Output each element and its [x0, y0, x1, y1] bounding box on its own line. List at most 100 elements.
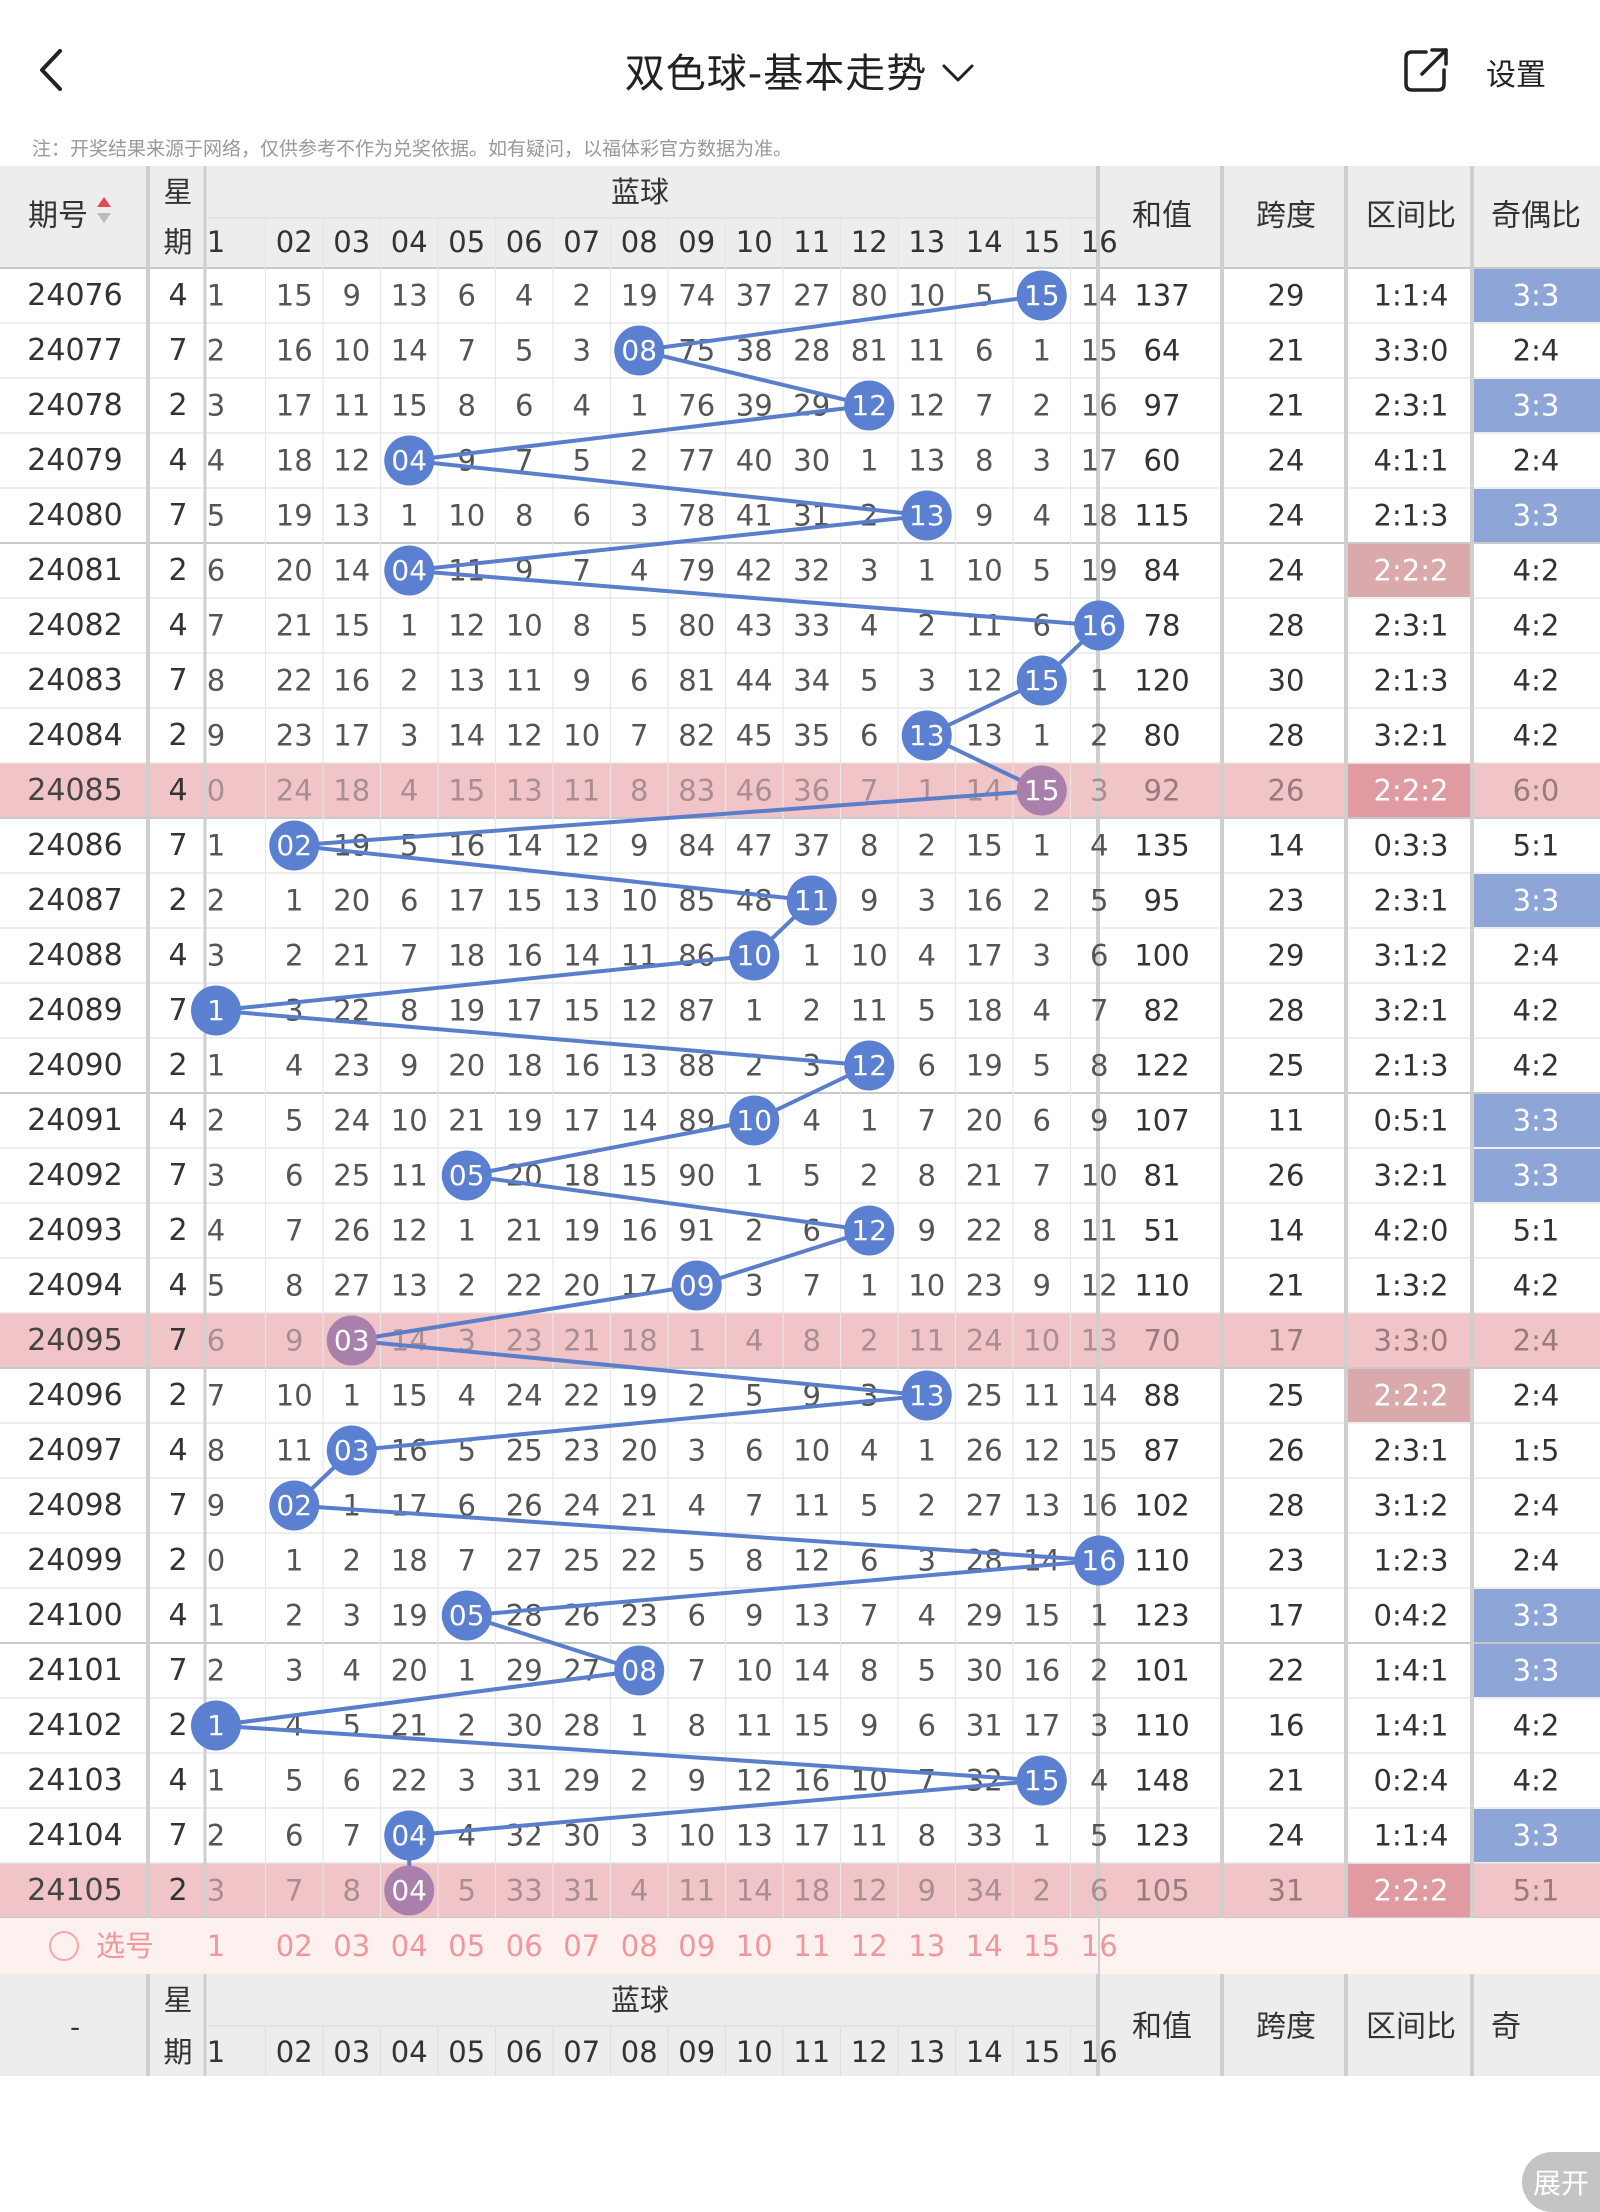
span-value: 11 [1268, 1104, 1305, 1138]
pick-ball-option[interactable]: 04 [391, 1929, 428, 1963]
zone-ratio-value: 2:1:3 [1374, 499, 1449, 533]
omission-cell: 17 [333, 719, 370, 753]
blue-ball-marker [269, 820, 320, 871]
omission-cell: 15 [1023, 1599, 1060, 1633]
zone-ratio-value: 2:3:1 [1374, 389, 1449, 423]
omission-cell: 10 [908, 279, 945, 313]
sum-value: 100 [1134, 939, 1189, 973]
omission-cell: 9 [860, 884, 878, 918]
omission-cell: 2 [1090, 1654, 1108, 1688]
sum-value: 84 [1144, 554, 1181, 588]
omission-cell: 40 [736, 444, 773, 478]
omission-cell: 5 [458, 1874, 476, 1908]
pick-ball-option[interactable]: 12 [851, 1929, 888, 1963]
omission-cell: 2 [285, 1599, 303, 1633]
omission-cell: 76 [678, 389, 715, 423]
issue-number: 24085 [27, 773, 122, 808]
zone-ratio-value: 2:1:3 [1374, 1049, 1449, 1083]
omission-cell: 2 [630, 444, 648, 478]
omission-cell: 0 [207, 774, 225, 808]
share-button[interactable] [1400, 46, 1450, 96]
omission-cell: 30 [563, 1819, 600, 1853]
sum-value: 110 [1134, 1709, 1189, 1743]
sort-asc-icon[interactable] [97, 197, 111, 207]
omission-cell: 34 [793, 664, 830, 698]
parity-ratio-value: 3:3 [1513, 1599, 1560, 1633]
settings-link[interactable]: 设置 [1486, 58, 1546, 93]
pick-ball-option[interactable]: 02 [276, 1929, 313, 1963]
omission-cell: 4 [918, 1599, 936, 1633]
sum-value: 123 [1134, 1819, 1189, 1853]
pick-ball-option[interactable]: 09 [678, 1929, 715, 1963]
highlight-row-bg [0, 1313, 1600, 1368]
span-value: 28 [1268, 609, 1305, 643]
blue-ball-number: 10 [736, 1104, 772, 1137]
omission-cell: 20 [448, 1049, 485, 1083]
omission-cell: 7 [515, 444, 533, 478]
omission-cell: 13 [793, 1599, 830, 1633]
omission-cell: 18 [506, 1049, 543, 1083]
pick-ball-option[interactable]: 1 [207, 1929, 225, 1963]
pick-radio-icon[interactable] [49, 1931, 79, 1961]
blue-ball-number: 04 [391, 1874, 427, 1907]
omission-cell: 24 [333, 1104, 370, 1138]
omission-cell: 84 [678, 829, 715, 863]
pick-ball-option[interactable]: 07 [563, 1929, 600, 1963]
pick-ball-option[interactable]: 16 [1081, 1929, 1118, 1963]
omission-cell: 8 [688, 1709, 706, 1743]
issue-number: 24102 [27, 1708, 122, 1743]
pick-ball-option[interactable]: 14 [966, 1929, 1003, 1963]
issue-number: 24104 [27, 1818, 122, 1853]
pick-ball-option[interactable]: 13 [908, 1929, 945, 1963]
omission-cell: 1 [745, 994, 763, 1028]
span-value: 21 [1268, 1764, 1305, 1798]
omission-cell: 31 [506, 1764, 543, 1798]
ball-number-header: 03 [333, 225, 370, 259]
omission-cell: 10 [908, 1269, 945, 1303]
omission-cell: 17 [1081, 444, 1118, 478]
span-value: 21 [1268, 389, 1305, 423]
pick-ball-option[interactable]: 03 [333, 1929, 370, 1963]
blue-ball-number: 04 [391, 1819, 427, 1852]
pick-ball-option[interactable]: 11 [793, 1929, 830, 1963]
omission-cell: 6 [860, 1544, 878, 1578]
omission-cell: 5 [860, 664, 878, 698]
omission-cell: 14 [793, 1654, 830, 1688]
expand-button[interactable]: 展开 [1522, 2152, 1600, 2212]
share-external-icon [1404, 48, 1448, 92]
omission-cell: 3 [285, 1654, 303, 1688]
blue-ball-marker [729, 930, 780, 981]
pick-ball-option[interactable]: 15 [1023, 1929, 1060, 1963]
pick-ball-option[interactable]: 10 [736, 1929, 773, 1963]
blue-ball-number: 03 [334, 1434, 370, 1467]
omission-cell: 10 [276, 1379, 313, 1413]
lottery-type-selector[interactable]: 双色球-基本走势 [625, 41, 975, 99]
omission-cell: 8 [860, 829, 878, 863]
weekday-cell: 4 [168, 1763, 187, 1798]
omission-cell: 16 [1081, 1489, 1118, 1523]
omission-cell: 9 [630, 829, 648, 863]
omission-cell: 4 [1090, 829, 1108, 863]
omission-cell: 10 [851, 939, 888, 973]
omission-cell: 23 [563, 1434, 600, 1468]
footer-sum-header: 和值 [1132, 2010, 1192, 2045]
omission-cell: 16 [276, 334, 313, 368]
omission-cell: 1 [630, 389, 648, 423]
blue-ball-marker [786, 875, 837, 926]
sort-desc-icon[interactable] [97, 213, 111, 223]
back-button[interactable] [30, 45, 76, 95]
omission-cell: 10 [1023, 1324, 1060, 1358]
pick-ball-option[interactable]: 06 [506, 1929, 543, 1963]
omission-cell: 78 [678, 499, 715, 533]
zone-ratio-value: 3:1:2 [1374, 939, 1449, 973]
pick-number-label[interactable]: 选号 [96, 1929, 154, 1963]
pick-ball-option[interactable]: 05 [448, 1929, 485, 1963]
omission-cell: 12 [506, 719, 543, 753]
span-value: 24 [1268, 554, 1305, 588]
omission-cell: 6 [285, 1159, 303, 1193]
omission-cell: 4 [860, 1434, 878, 1468]
ball-number-header: 15 [1023, 225, 1060, 259]
pick-ball-option[interactable]: 08 [621, 1929, 658, 1963]
zone-ratio-value: 1:2:3 [1374, 1544, 1449, 1578]
zone-ratio-value: 4:2:0 [1374, 1214, 1449, 1248]
